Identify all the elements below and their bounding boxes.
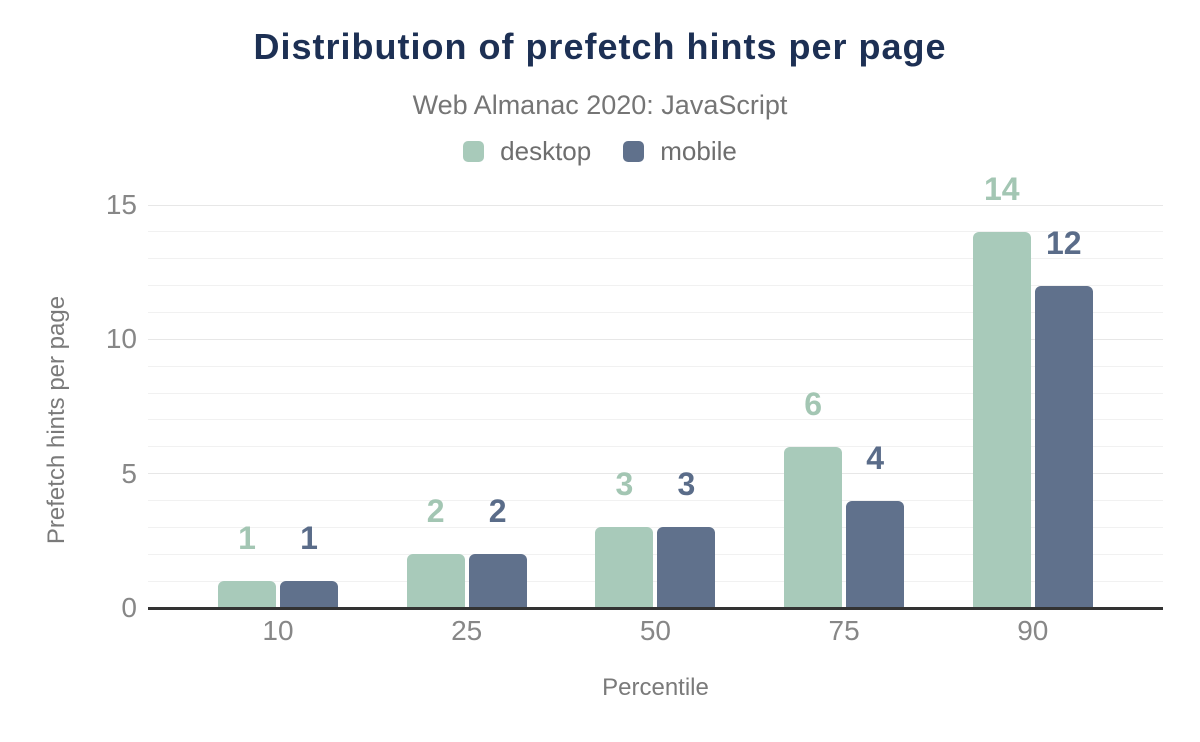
gridline [148, 580, 1163, 582]
bar-value-label-desktop-p90: 14 [984, 170, 1020, 207]
x-axis-line [148, 607, 1163, 610]
y-tick-label: 15 [105, 189, 137, 220]
bar-value-label-desktop-p50: 3 [615, 466, 634, 503]
desktop-swatch-icon [463, 141, 485, 162]
gridline [148, 500, 1163, 502]
bar-mobile-p50[interactable] [657, 527, 716, 608]
y-tick-label: 10 [105, 323, 137, 355]
bar-mobile-p25[interactable] [468, 554, 527, 608]
x-tick-label: 50 [639, 615, 671, 646]
bar-mobile-p90[interactable] [1034, 285, 1093, 608]
gridline [148, 311, 1163, 313]
gridline [148, 419, 1163, 421]
bar-value-label-desktop-p10: 1 [238, 520, 256, 557]
gridline [148, 258, 1163, 260]
bar-desktop-p50[interactable] [595, 527, 654, 608]
bar-value-label-mobile-p90: 12 [1046, 224, 1082, 261]
bar-desktop-p10[interactable] [218, 581, 276, 608]
y-tick-label: 5 [121, 457, 137, 489]
legend-label-mobile: mobile [660, 136, 737, 166]
bar-value-label-desktop-p75: 6 [804, 385, 822, 422]
gridline [148, 365, 1163, 367]
gridline [148, 526, 1163, 528]
gridline [148, 473, 1163, 475]
x-tick-label: 10 [262, 615, 294, 646]
bar-desktop-p90[interactable] [972, 231, 1031, 608]
bar-value-label-mobile-p10: 1 [300, 520, 318, 557]
bar-mobile-p75[interactable] [846, 500, 905, 608]
gridline [148, 553, 1163, 555]
bar-value-label-mobile-p25: 2 [488, 493, 507, 530]
bar-value-label-desktop-p25: 2 [426, 493, 445, 530]
gridline [148, 285, 1163, 287]
gridline [148, 338, 1163, 340]
legend-label-desktop: desktop [500, 136, 592, 166]
mobile-swatch-icon [623, 141, 645, 162]
bar-desktop-p25[interactable] [406, 554, 465, 608]
x-axis-title: Percentile [602, 674, 709, 701]
chart-title: Distribution of prefetch hints per page [253, 26, 947, 67]
chart-subtitle: Web Almanac 2020: JavaScript [412, 90, 788, 120]
gridline [148, 231, 1163, 233]
y-tick-label: 0 [121, 592, 137, 623]
gridline [148, 392, 1163, 394]
legend-item-mobile: mobile [623, 136, 737, 167]
plot-area: 1 1 10 2 2 25 3 3 50 6 4 75 14 12 90 [148, 160, 1163, 646]
x-tick-label: 25 [451, 615, 483, 646]
x-tick-label: 90 [1017, 615, 1049, 646]
bar-mobile-p10[interactable] [280, 581, 338, 608]
gridline [148, 204, 1163, 206]
legend: desktop mobile [0, 136, 1200, 167]
x-tick-label: 75 [828, 615, 860, 646]
legend-item-desktop: desktop [463, 136, 591, 167]
gridline [148, 446, 1163, 448]
bar-value-label-mobile-p50: 3 [677, 466, 696, 503]
bar-desktop-p75[interactable] [784, 446, 843, 608]
y-axis-ticks: 0 5 10 15 [0, 160, 137, 623]
bar-value-label-mobile-p75: 4 [866, 439, 884, 476]
